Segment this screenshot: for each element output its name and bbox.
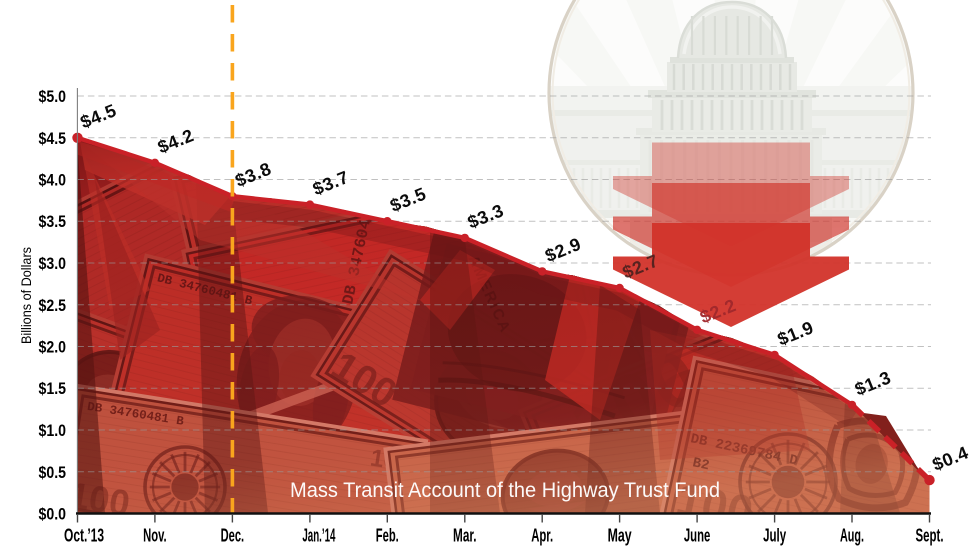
svg-text:Nov.: Nov. bbox=[143, 526, 167, 546]
svg-text:$0.5: $0.5 bbox=[39, 463, 67, 482]
svg-text:$2.5: $2.5 bbox=[39, 296, 67, 315]
svg-text:Sept.: Sept. bbox=[916, 526, 944, 546]
svg-text:Jan.’14: Jan.’14 bbox=[302, 526, 335, 546]
svg-text:$1.5: $1.5 bbox=[39, 379, 67, 398]
svg-text:$5.0: $5.0 bbox=[39, 87, 67, 106]
svg-text:Billions of Dollars: Billions of Dollars bbox=[18, 247, 34, 344]
svg-text:$2.0: $2.0 bbox=[39, 338, 67, 357]
svg-text:June: June bbox=[684, 526, 711, 546]
svg-text:$3.5: $3.5 bbox=[39, 212, 67, 231]
svg-text:Oct.’13: Oct.’13 bbox=[64, 526, 104, 546]
svg-text:Feb.: Feb. bbox=[376, 526, 399, 546]
svg-text:Aug.: Aug. bbox=[840, 526, 864, 546]
svg-text:$0.0: $0.0 bbox=[39, 505, 67, 524]
svg-text:Apr.: Apr. bbox=[531, 526, 553, 546]
svg-text:Dec.: Dec. bbox=[221, 526, 245, 546]
svg-text:$1.0: $1.0 bbox=[39, 421, 67, 440]
svg-text:Mar.: Mar. bbox=[453, 526, 477, 546]
svg-text:Mass Transit Account of the Hi: Mass Transit Account of the Highway Trus… bbox=[290, 479, 720, 502]
svg-text:$3.0: $3.0 bbox=[39, 254, 67, 273]
svg-text:$4.0: $4.0 bbox=[39, 171, 67, 190]
svg-text:May: May bbox=[608, 526, 632, 546]
svg-text:$4.5: $4.5 bbox=[39, 129, 67, 148]
svg-text:July: July bbox=[763, 526, 786, 546]
